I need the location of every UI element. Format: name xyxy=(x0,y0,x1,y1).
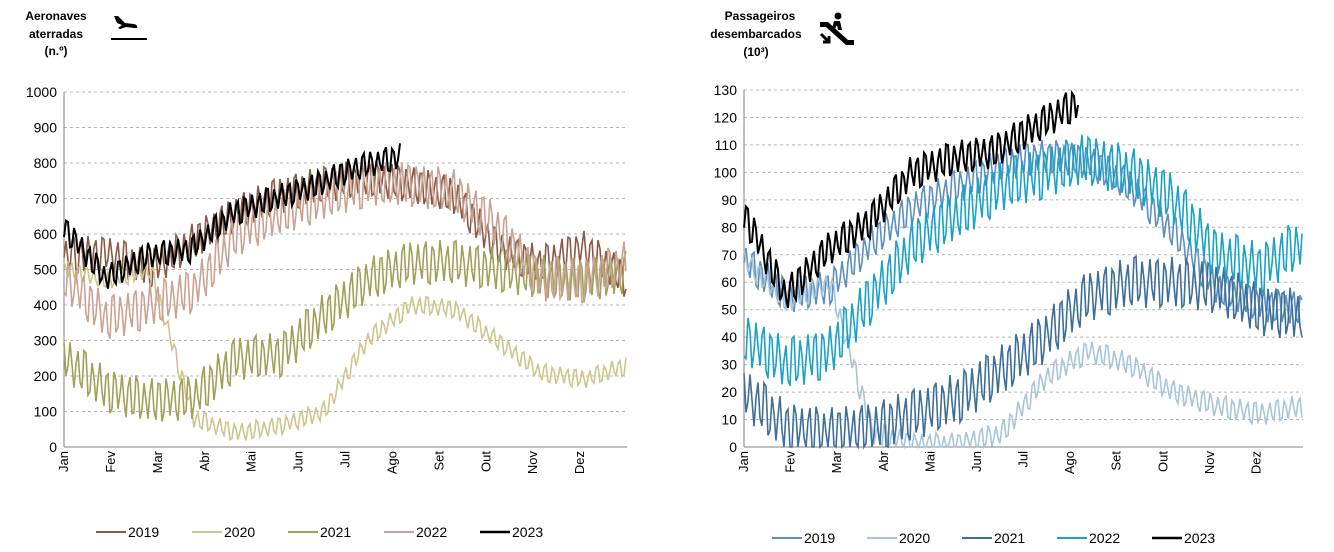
x-tick-label: Set xyxy=(431,451,446,471)
left-title-line-1: Aeronaves xyxy=(25,9,87,23)
right-chart-header: Passageiros desembarcados (10³) xyxy=(710,9,854,59)
y-tick-label: 130 xyxy=(714,82,738,98)
x-tick-label: Jun xyxy=(291,451,306,472)
x-tick-label: Set xyxy=(1109,451,1124,471)
right-title-line-2: desembarcados xyxy=(710,27,802,41)
right-title-line-3: (10³) xyxy=(743,45,768,59)
y-tick-label: 400 xyxy=(34,297,58,313)
x-tick-label: Fev xyxy=(783,451,798,473)
x-tick-label: Jan xyxy=(56,451,71,472)
legend-label: 2020 xyxy=(224,524,255,540)
x-tick-label: Out xyxy=(1155,451,1170,472)
y-tick-label: 800 xyxy=(34,155,58,171)
x-tick-label: Mar xyxy=(829,450,844,473)
left-chart: 0 100 200 300 400 500 600 700 800 900 1000 Jan Fev Ma… xyxy=(26,84,627,540)
series-line-2020 xyxy=(63,261,627,442)
x-tick-label: Abr xyxy=(197,450,212,471)
y-tick-label: 30 xyxy=(721,357,737,373)
x-tick-label: Mar xyxy=(150,450,165,473)
x-tick-label: Dez xyxy=(1248,451,1263,474)
series-line-2023 xyxy=(743,89,1079,309)
x-tick-label: Dez xyxy=(572,451,587,474)
legend-label: 2021 xyxy=(994,530,1025,546)
x-tick-label: Ago xyxy=(1062,451,1077,474)
legend: 2019 2020 2021 2022 2023 xyxy=(96,524,543,540)
y-tick-label: 600 xyxy=(34,226,58,242)
y-tick-label: 100 xyxy=(34,404,58,420)
series-line-2022 xyxy=(743,134,1303,387)
y-tick-label: 900 xyxy=(34,120,58,136)
escalator-passenger-icon xyxy=(819,12,854,45)
legend-label: 2019 xyxy=(804,530,835,546)
y-tick-label: 20 xyxy=(721,384,737,400)
x-tick-label: Nov xyxy=(1202,451,1217,475)
x-tick-label: Ago xyxy=(384,451,399,474)
right-chart: 0 10 20 30 40 50 60 70 80 90 100 110 120 130 Jan Fev Mar… xyxy=(714,82,1303,546)
x-tick-label: Jul xyxy=(1016,451,1031,468)
left-title-line-2: aterradas xyxy=(29,27,83,41)
y-tick-label: 80 xyxy=(721,219,737,235)
y-tick-label: 10 xyxy=(721,412,737,428)
y-tick-label: 700 xyxy=(34,191,58,207)
legend: 2019 2020 2021 2022 2023 xyxy=(772,530,1215,546)
y-tick-label: 120 xyxy=(714,109,738,125)
series-line-2020 xyxy=(743,250,1303,450)
airplane-landing-icon xyxy=(111,16,147,40)
left-title-line-3: (n.º) xyxy=(44,44,67,58)
legend-label: 2023 xyxy=(512,524,543,540)
legend-label: 2022 xyxy=(416,524,447,540)
legend-label: 2022 xyxy=(1089,530,1120,546)
x-tick-label: Out xyxy=(478,451,493,472)
y-tick-label: 0 xyxy=(729,439,737,455)
y-tick-label: 110 xyxy=(715,137,738,153)
legend-label: 2020 xyxy=(899,530,930,546)
x-tick-label: Mai xyxy=(244,451,259,472)
series-line-2021 xyxy=(63,239,627,422)
right-title-line-1: Passageiros xyxy=(725,9,796,23)
x-tick-label: Jun xyxy=(969,451,984,472)
y-tick-label: 60 xyxy=(721,274,737,290)
x-tick-label: Nov xyxy=(525,451,540,475)
x-tick-label: Jan xyxy=(736,451,751,472)
x-tick-label: Jul xyxy=(338,451,353,468)
x-tick-label: Abr xyxy=(876,450,891,471)
y-tick-label: 500 xyxy=(34,262,58,278)
series-line-2022 xyxy=(63,161,627,339)
series-line-2021 xyxy=(743,254,1303,451)
left-chart-header: Aeronaves aterradas (n.º) xyxy=(25,9,147,58)
legend-label: 2021 xyxy=(320,524,351,540)
y-tick-label: 300 xyxy=(34,333,58,349)
legend-label: 2023 xyxy=(1184,530,1215,546)
x-tick-label: Fev xyxy=(103,451,118,473)
series-line-2023 xyxy=(63,143,401,289)
y-tick-label: 70 xyxy=(721,247,737,263)
y-tick-label: 40 xyxy=(721,329,737,345)
y-tick-label: 100 xyxy=(714,164,738,180)
y-tick-label: 1000 xyxy=(26,84,57,100)
y-tick-label: 0 xyxy=(49,439,57,455)
y-tick-label: 50 xyxy=(721,302,737,318)
x-tick-label: Mai xyxy=(922,451,937,472)
legend-label: 2019 xyxy=(128,524,159,540)
y-tick-label: 200 xyxy=(34,368,58,384)
y-tick-label: 90 xyxy=(721,192,737,208)
